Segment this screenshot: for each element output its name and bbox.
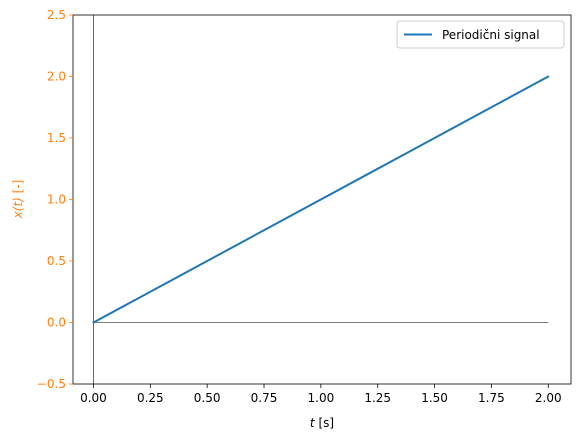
series-layer	[92, 75, 550, 324]
x-axis: 0.00 0.25 0.50 0.75 1.00 1.25 1.50 1.75 2.00	[80, 384, 562, 405]
x-tick-label: 1.75	[478, 391, 505, 405]
x-tick-label: 1.50	[421, 391, 448, 405]
y-tick-label: 2.5	[47, 8, 66, 22]
y-tick-label: −0.5	[37, 377, 66, 391]
x-tick-label: 1.25	[364, 391, 391, 405]
x-tick-label: 0.25	[137, 391, 164, 405]
y-tick-label: 0.5	[47, 254, 66, 268]
y-tick-label: 0.0	[47, 316, 66, 330]
x-tick-label: 1.00	[308, 391, 335, 405]
legend: Periodični signal	[396, 20, 565, 49]
y-tick-label: 1.0	[47, 193, 66, 207]
x-tick-label: 2.00	[535, 391, 562, 405]
y-tick-label: 1.5	[47, 131, 66, 145]
y-axis-label: x(t) [-]	[11, 180, 25, 220]
legend-box	[396, 20, 565, 49]
x-tick-label: 0.75	[251, 391, 278, 405]
x-tick-label: 0.50	[194, 391, 221, 405]
legend-label: Periodični signal	[442, 28, 540, 42]
y-axis: −0.5 0.0 0.5 1.0 1.5 2.0 2.5	[37, 8, 73, 391]
y-tick-label: 2.0	[47, 70, 66, 84]
x-tick-label: 0.00	[80, 391, 107, 405]
x-axis-label: t [s]	[310, 416, 334, 430]
series-line-0	[92, 75, 550, 324]
